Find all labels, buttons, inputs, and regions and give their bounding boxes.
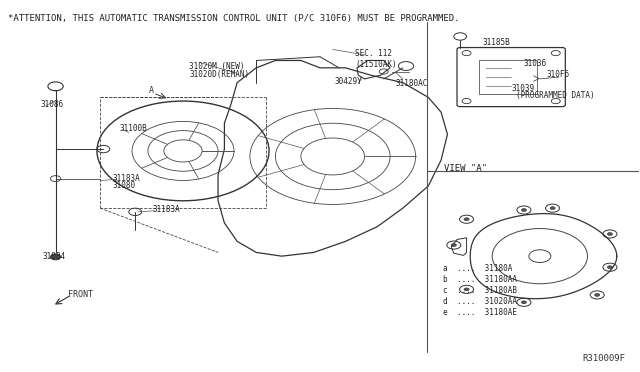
Text: d  ....  31020AA: d .... 31020AA — [443, 297, 517, 306]
Text: 31084: 31084 — [43, 251, 66, 261]
Text: 31185B: 31185B — [483, 38, 510, 47]
Text: 31183A: 31183A — [152, 205, 180, 215]
Circle shape — [607, 232, 612, 235]
Circle shape — [464, 288, 469, 291]
Text: e  ....  31180AE: e .... 31180AE — [443, 308, 517, 317]
Circle shape — [550, 207, 555, 210]
Text: 31080: 31080 — [113, 182, 136, 190]
Text: *ATTENTION, THIS AUTOMATIC TRANSMISSION CONTROL UNIT (P/C 310F6) MUST BE PROGRAM: *ATTENTION, THIS AUTOMATIC TRANSMISSION … — [8, 14, 460, 23]
Text: a  ....  31180A: a .... 31180A — [443, 263, 513, 273]
Circle shape — [51, 254, 61, 260]
Text: 31020M (NEW): 31020M (NEW) — [189, 62, 245, 71]
Text: 310F6: 310F6 — [546, 70, 570, 79]
Text: 30429Y: 30429Y — [334, 77, 362, 86]
Circle shape — [595, 294, 600, 296]
Text: VIEW "A": VIEW "A" — [444, 164, 487, 173]
Circle shape — [522, 301, 527, 304]
Circle shape — [451, 244, 456, 247]
Text: R310009F: R310009F — [583, 354, 626, 363]
Text: 31039: 31039 — [511, 84, 534, 93]
Text: 31036: 31036 — [524, 59, 547, 68]
Text: 31100B: 31100B — [119, 124, 147, 133]
Text: SEC. 112
(11510AK): SEC. 112 (11510AK) — [355, 49, 397, 69]
Text: 31180AC: 31180AC — [395, 79, 428, 88]
Circle shape — [464, 218, 469, 221]
Text: 31020D(REMAN): 31020D(REMAN) — [189, 70, 250, 79]
Text: c  ....  31180AB: c .... 31180AB — [443, 286, 517, 295]
Text: 31183A: 31183A — [113, 174, 141, 183]
Text: b  ....  31180AA: b .... 31180AA — [443, 275, 517, 283]
Text: A: A — [149, 86, 154, 94]
Circle shape — [607, 266, 612, 269]
Circle shape — [522, 209, 527, 211]
Text: 31086: 31086 — [41, 100, 64, 109]
Text: (PROGRAMMED DATA): (PROGRAMMED DATA) — [516, 91, 595, 100]
Text: FRONT: FRONT — [68, 291, 93, 299]
